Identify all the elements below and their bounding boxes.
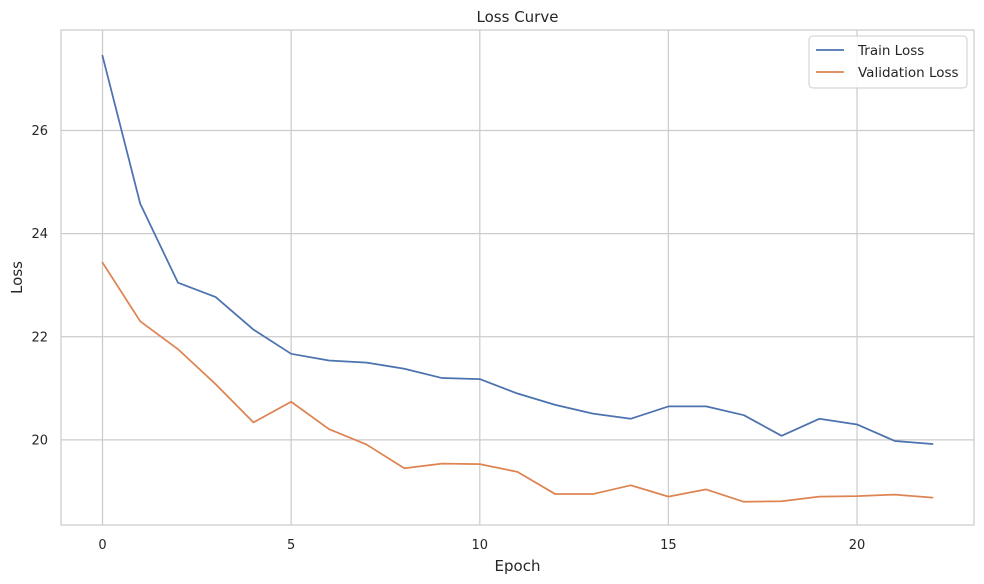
y-tick-label: 20 [31, 433, 48, 448]
train-loss-line [101, 54, 934, 445]
x-tick-label: 0 [98, 538, 106, 553]
legend-label-train-loss: Train Loss [857, 43, 924, 59]
chart-title: Loss Curve [477, 8, 559, 26]
legend-label-validation-loss: Validation Loss [858, 65, 959, 81]
plot-frame [60, 29, 975, 526]
y-tick-label: 24 [31, 227, 48, 242]
series-layer [101, 54, 934, 503]
x-axis-label: Epoch [495, 557, 541, 575]
y-axis-label: Loss [8, 261, 26, 294]
y-tick-label: 26 [31, 124, 48, 139]
plot-area [61, 30, 974, 525]
x-tick-label: 5 [287, 538, 295, 553]
x-tick-label: 15 [660, 538, 677, 553]
grid [61, 30, 974, 525]
y-tick-label: 22 [31, 330, 48, 345]
x-tick-label: 20 [849, 538, 866, 553]
legend: Train Loss Validation Loss [808, 35, 968, 89]
legend-box [808, 35, 968, 89]
tick-labels: 0 5 10 15 20 20 22 24 26 [31, 124, 865, 553]
validation-loss-line [101, 261, 934, 503]
x-tick-label: 10 [471, 538, 488, 553]
